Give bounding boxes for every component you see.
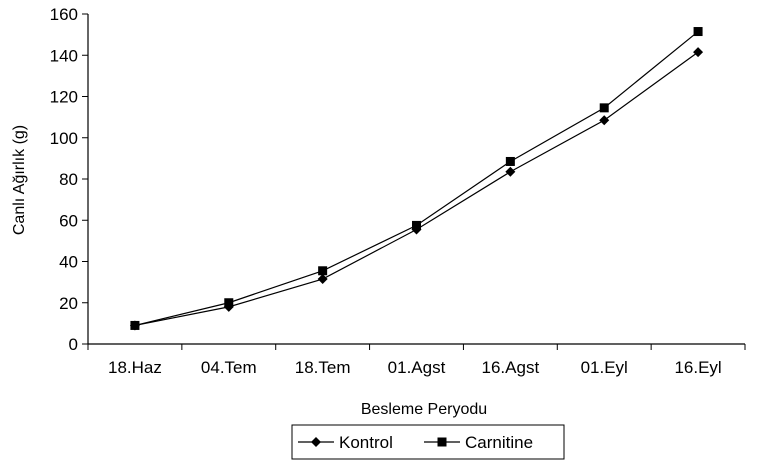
x-tick-label: 01.Agst [388, 358, 446, 377]
y-tick-label: 60 [59, 211, 78, 230]
x-axis-label: Besleme Peryodu [361, 401, 487, 418]
data-point-carnitine [130, 320, 140, 330]
y-tick-label: 40 [59, 253, 78, 272]
series-group [129, 27, 704, 331]
x-tick-label: 18.Tem [295, 358, 351, 377]
y-tick-label: 120 [50, 88, 78, 107]
legend-kontrol-label: Kontrol [339, 433, 393, 452]
y-tick-label: 100 [50, 129, 78, 148]
x-tick-label: 16.Agst [482, 358, 540, 377]
legend-kontrol-marker [311, 437, 321, 447]
data-point-carnitine [599, 103, 609, 113]
data-point-kontrol [317, 274, 328, 285]
x-tick-label: 01.Eyl [581, 358, 628, 377]
data-point-carnitine [505, 156, 515, 166]
x-tick-label: 16.Eyl [674, 358, 721, 377]
data-point-carnitine [318, 266, 328, 276]
data-point-kontrol [599, 115, 610, 126]
legend: Kontrol Carnitine [291, 424, 565, 460]
y-tick-label: 0 [69, 335, 78, 354]
legend-carnitine-label: Carnitine [465, 433, 533, 452]
y-ticks: 0 20 40 60 80 100 120 140 160 [50, 5, 88, 354]
y-tick-label: 80 [59, 170, 78, 189]
data-point-kontrol [505, 166, 516, 177]
data-point-kontrol [693, 47, 704, 58]
y-tick-label: 140 [50, 46, 78, 65]
data-point-carnitine [693, 27, 703, 37]
axes [87, 14, 745, 345]
x-tick-label: 18.Haz [108, 358, 162, 377]
series-line-carnitine [134, 31, 699, 327]
series-line-kontrol [134, 51, 699, 327]
x-ticks: 18.Haz 04.Tem 18.Tem 01.Agst 16.Agst 01.Eyl 16… [87, 344, 746, 377]
legend-carnitine-marker [437, 437, 447, 447]
y-axis-label: Canlı Ağırlık (g) [11, 125, 28, 235]
y-tick-label: 20 [59, 294, 78, 313]
y-tick-label: 160 [50, 5, 78, 24]
x-tick-label: 04.Tem [201, 358, 257, 377]
data-point-carnitine [224, 298, 234, 308]
data-point-carnitine [412, 220, 421, 230]
